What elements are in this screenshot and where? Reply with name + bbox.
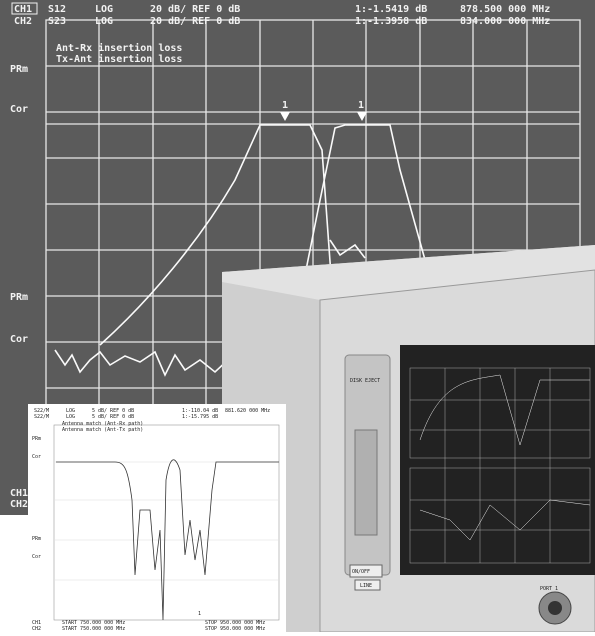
marker-label: 1 [358,100,364,111]
main-header: CH1 S12 LOG 20 dB/ REF 0 dB 1:-1.5419 dB… [10,2,550,510]
annotation: Antenna match (Ant-Tx path) [62,427,143,433]
marker-value: 1:-1.3958 dB [355,16,427,27]
side-label: PRm [10,292,28,303]
format: LOG [95,16,113,27]
channel: CH2 [14,16,32,27]
annotation: Ant-Rx insertion loss [56,42,182,54]
format: LOG [95,4,113,15]
side-label: PRm [10,64,28,75]
annotation: Tx-Ant insertion loss [56,53,182,65]
scale: 20 dB/ REF 0 dB [150,16,240,27]
param: S22/M [34,408,49,414]
marker-value: 1:-1.5419 dB [355,4,427,15]
line-label: LINE [360,583,372,589]
marker-arrows [280,112,367,121]
main-traces [54,124,433,471]
marker-freq: 881.620 000 MHz [225,408,270,414]
stop: STOP 950.000 000 MHz [205,620,265,626]
marker-freq: 834.000 000 MHz [460,16,550,27]
port-label: PORT 1 [540,586,558,592]
param: S22/M [34,414,49,420]
marker-value: 1:-110.04 dB [182,408,218,414]
scale: 20 dB/ REF 0 dB [150,4,240,15]
format: LOG [66,408,75,414]
side-label: Cor [10,334,28,345]
power-label: ON/OFF [352,569,370,575]
stop: STOP 950.000 000 MHz [205,626,265,632]
format: LOG [66,414,75,420]
channel: CH1 [14,4,32,15]
side-label: Cor [10,104,28,115]
channel: CH1 [10,488,28,499]
marker-label: 1 [198,611,201,617]
side-label: Cor [32,554,41,560]
start: START 750.000 000 MHz [62,620,125,626]
param: S23 [48,16,66,27]
scale: 5 dB/ REF 0 dB [92,408,134,414]
scale: 5 dB/ REF 0 dB [92,414,134,420]
inset-screen: S22/M LOG 5 dB/ REF 0 dB 1:-110.04 dB 88… [28,404,286,632]
param: S12 [48,4,66,15]
marker-label: 1 [282,100,288,111]
side-label: PRm [32,436,41,442]
side-label: PRm [32,536,41,542]
marker-value: 1:-15.795 dB [182,414,218,420]
channel: CH2 [32,626,41,632]
side-label: Cor [32,454,41,460]
marker-freq: 878.500 000 MHz [460,4,550,15]
channel: CH2 [10,499,28,510]
start: START 750.000 000 MHz [62,626,125,632]
instrument: DISK EJECT ON/OFF LINE PORT 1 [222,245,595,633]
channel: CH1 [32,620,41,626]
disk-label: DISK EJECT [350,378,380,384]
annotation: Antenna match (Ant-Rx path) [62,421,143,427]
